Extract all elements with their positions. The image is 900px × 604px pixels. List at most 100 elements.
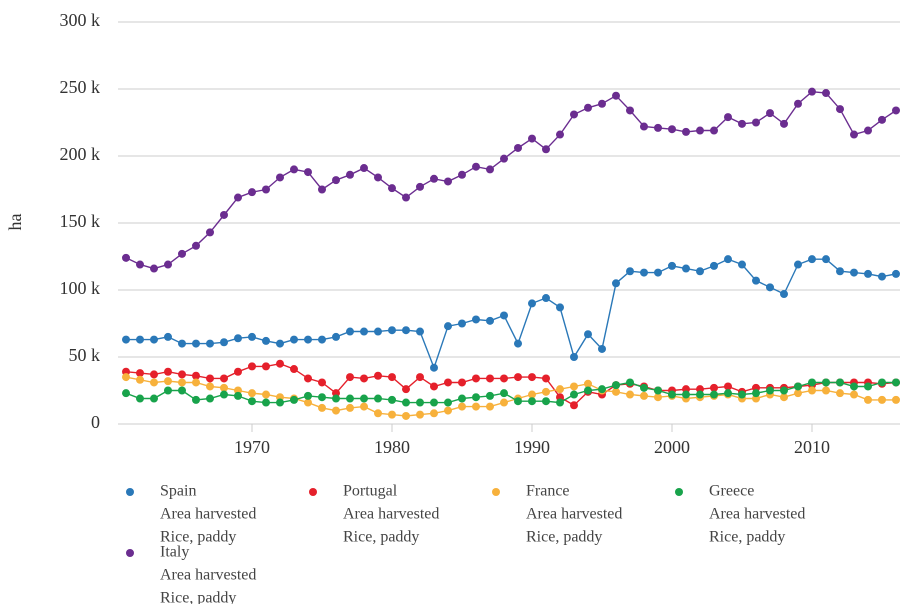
legend-item: France Area harvested Rice, paddy <box>492 483 622 546</box>
data-point <box>416 373 424 382</box>
data-point <box>206 374 214 383</box>
data-point <box>346 403 354 412</box>
legend-marker <box>492 488 500 496</box>
data-point <box>626 378 634 387</box>
data-point <box>388 395 396 404</box>
data-point <box>850 268 858 277</box>
data-point <box>136 375 144 384</box>
data-point <box>416 182 424 191</box>
legend-item: Portugal Area harvested Rice, paddy <box>309 483 439 546</box>
data-point <box>346 170 354 179</box>
data-point <box>528 397 536 406</box>
data-point <box>752 118 760 127</box>
data-point <box>808 386 816 395</box>
data-point <box>150 335 158 344</box>
data-point <box>360 327 368 336</box>
data-point <box>122 335 130 344</box>
data-point <box>892 395 900 404</box>
data-point <box>290 165 298 174</box>
data-point <box>472 393 480 402</box>
data-point <box>724 113 732 122</box>
data-point <box>472 374 480 383</box>
data-point <box>416 398 424 407</box>
data-point <box>654 268 662 277</box>
data-point <box>556 130 564 139</box>
data-point <box>122 253 130 262</box>
legend-marker <box>675 488 683 496</box>
data-point <box>486 165 494 174</box>
data-point <box>794 382 802 391</box>
data-point <box>710 126 718 135</box>
data-point <box>332 394 340 403</box>
data-point <box>780 393 788 402</box>
data-point <box>878 395 886 404</box>
data-point <box>150 378 158 387</box>
data-point <box>248 389 256 398</box>
data-point <box>850 130 858 139</box>
data-point <box>668 261 676 270</box>
data-point <box>402 193 410 202</box>
data-point <box>472 402 480 411</box>
data-point <box>514 339 522 348</box>
data-point <box>234 367 242 376</box>
data-point <box>500 389 508 398</box>
data-point <box>780 290 788 299</box>
data-point <box>332 332 340 341</box>
data-point <box>192 395 200 404</box>
x-tick-label: 1990 <box>514 437 550 457</box>
data-point <box>374 371 382 380</box>
data-point <box>822 89 830 98</box>
data-point <box>570 382 578 391</box>
data-point <box>136 369 144 378</box>
data-point <box>374 394 382 403</box>
legend-item-name: Rice, paddy <box>160 529 236 546</box>
data-point <box>878 378 886 387</box>
data-point <box>304 398 312 407</box>
series-line <box>125 90 897 270</box>
data-point <box>220 383 228 392</box>
data-point <box>738 390 746 399</box>
data-point <box>206 382 214 391</box>
y-tick-label: 150 k <box>60 211 101 231</box>
data-point <box>276 339 284 348</box>
legend-marker <box>126 488 134 496</box>
data-point <box>584 103 592 112</box>
data-point <box>136 260 144 269</box>
data-point <box>430 409 438 418</box>
data-point <box>164 332 172 341</box>
data-point <box>598 385 606 394</box>
data-point <box>696 126 704 135</box>
data-point <box>668 390 676 399</box>
data-point <box>276 398 284 407</box>
data-point <box>808 378 816 387</box>
data-point <box>458 402 466 411</box>
data-point <box>752 276 760 285</box>
data-point <box>276 173 284 182</box>
legend-label: Italy <box>160 544 189 561</box>
data-point <box>654 123 662 132</box>
data-point <box>542 387 550 396</box>
data-point <box>388 373 396 382</box>
data-point <box>878 272 886 281</box>
data-point <box>864 126 872 135</box>
data-point <box>430 363 438 372</box>
data-point <box>262 336 270 345</box>
data-point <box>766 386 774 395</box>
data-point <box>402 385 410 394</box>
data-point <box>696 267 704 276</box>
y-tick-label: 100 k <box>60 278 101 298</box>
data-point <box>500 154 508 163</box>
legend-element: Area harvested <box>160 567 256 584</box>
data-point <box>444 378 452 387</box>
data-point <box>724 389 732 398</box>
data-point <box>640 122 648 131</box>
legend-label: Greece <box>709 483 754 500</box>
data-point <box>892 378 900 387</box>
data-point <box>164 260 172 269</box>
data-point <box>822 378 830 387</box>
data-point <box>430 382 438 391</box>
data-point <box>654 386 662 395</box>
data-point <box>794 260 802 269</box>
data-point <box>192 378 200 387</box>
data-point <box>752 389 760 398</box>
